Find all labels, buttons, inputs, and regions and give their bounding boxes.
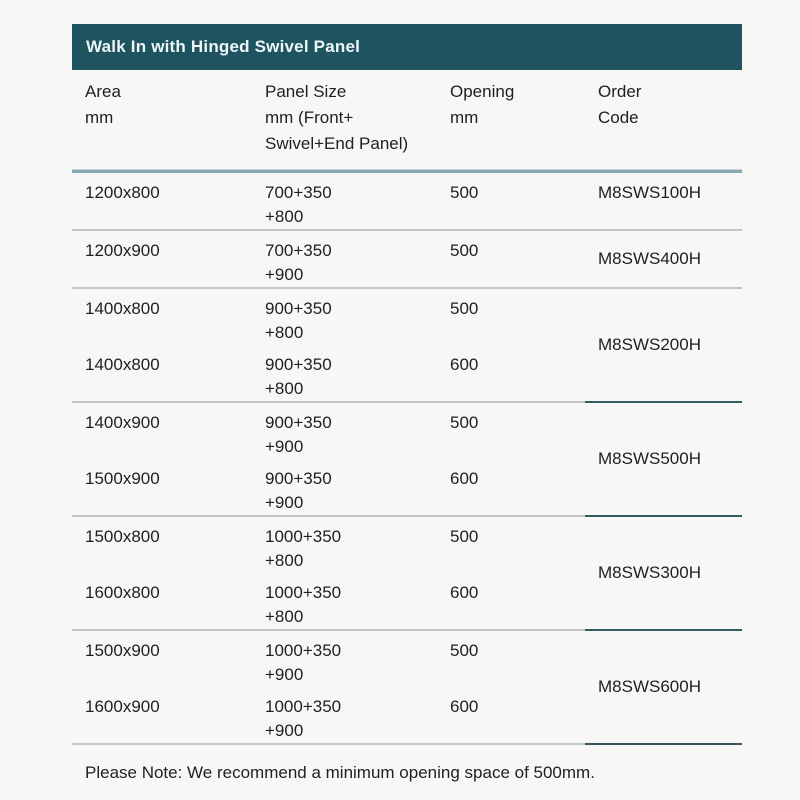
panel-size-line2: +800 <box>265 607 304 626</box>
order-code-cell: M8SWS600H <box>598 677 701 696</box>
area-cell: 1400x800 <box>85 299 160 318</box>
opening-cell: 600 <box>450 469 479 488</box>
row-separator <box>72 743 742 745</box>
opening-cell: 500 <box>450 641 479 660</box>
opening-cell: 600 <box>450 697 479 716</box>
separator-accent <box>585 401 742 403</box>
column-header-order-code: Order Code <box>598 82 642 127</box>
table-row-group: 1400x900 900+350 +900 500 1500x900 900+3… <box>72 403 742 517</box>
panel-size-cell: 700+350 +800 <box>265 173 450 229</box>
opening-cell: 500 <box>450 527 479 546</box>
panel-size-line1: 900+350 <box>265 413 332 432</box>
panel-size-line1: 700+350 <box>265 241 332 260</box>
order-code-cell: M8SWS500H <box>598 449 701 468</box>
area-cell: 1500x800 <box>85 527 160 546</box>
panel-size-line2: +900 <box>265 721 304 740</box>
area-cell: 1600x900 <box>85 697 160 716</box>
table-row-group: 1400x800 900+350 +800 500 1400x800 900+3… <box>72 289 742 403</box>
column-header-opening: Opening mm <box>450 82 515 127</box>
panel-size-line1: 1000+350 <box>265 641 342 660</box>
panel-size-line2: +900 <box>265 437 304 456</box>
area-cell: 1400x900 <box>85 413 160 432</box>
order-code-cell: M8SWS400H <box>598 249 701 268</box>
table-title-bar: Walk In with Hinged Swivel Panel <box>72 24 742 70</box>
area-cell: 1600x800 <box>85 583 160 602</box>
opening-cell: 500 <box>450 183 479 202</box>
panel-size-line2: +900 <box>265 665 304 684</box>
panel-size-cell: 900+350 +800 <box>265 289 450 345</box>
separator-accent <box>585 743 742 745</box>
order-code-cell: M8SWS100H <box>598 183 701 202</box>
opening-cell: 600 <box>450 583 479 602</box>
panel-size-cell: 900+350 +800 <box>265 345 450 401</box>
panel-size-line2: +800 <box>265 207 304 226</box>
panel-size-cell: 900+350 +900 <box>265 403 450 459</box>
area-cell: 1200x800 <box>85 183 160 202</box>
column-header-panel-size: Panel Size mm (Front+ Swivel+End Panel) <box>265 82 409 153</box>
panel-size-cell: 700+350 +900 <box>265 231 450 287</box>
panel-size-line2: +900 <box>265 265 304 284</box>
panel-size-line2: +800 <box>265 323 304 342</box>
area-cell: 1200x900 <box>85 241 160 260</box>
table-row-group: 1200x800 700+350 +800 500 M8SWS100H <box>72 173 742 231</box>
opening-cell: 500 <box>450 241 479 260</box>
table-title: Walk In with Hinged Swivel Panel <box>86 37 361 56</box>
panel-size-line1: 700+350 <box>265 183 332 202</box>
panel-size-cell: 1000+350 +800 <box>265 573 450 629</box>
panel-size-line1: 1000+350 <box>265 583 342 602</box>
panel-size-line2: +800 <box>265 379 304 398</box>
header-rule <box>72 169 742 173</box>
note-text: Please Note: We recommend a minimum open… <box>85 763 595 782</box>
row-separator <box>72 287 742 289</box>
area-cell: 1500x900 <box>85 641 160 660</box>
panel-size-cell: 1000+350 +800 <box>265 517 450 573</box>
panel-size-line2: +900 <box>265 493 304 512</box>
row-separator <box>72 515 742 517</box>
panel-size-line1: 900+350 <box>265 469 332 488</box>
panel-size-cell: 1000+350 +900 <box>265 687 450 743</box>
table-row-group: 1200x900 700+350 +900 500 M8SWS400H <box>72 231 742 289</box>
panel-size-cell: 900+350 +900 <box>265 459 450 515</box>
spec-table: Walk In with Hinged Swivel Panel Area mm… <box>72 24 742 784</box>
opening-cell: 500 <box>450 299 479 318</box>
panel-size-line2: +800 <box>265 551 304 570</box>
table-row-group: 1500x800 1000+350 +800 500 1600x800 1000… <box>72 517 742 631</box>
panel-size-cell: 1000+350 +900 <box>265 631 450 687</box>
column-header-area: Area mm <box>85 82 121 127</box>
panel-size-line1: 1000+350 <box>265 697 342 716</box>
area-cell: 1400x800 <box>85 355 160 374</box>
row-separator <box>72 629 742 631</box>
opening-cell: 500 <box>450 413 479 432</box>
panel-size-line1: 900+350 <box>265 299 332 318</box>
separator-accent <box>585 515 742 517</box>
opening-cell: 600 <box>450 355 479 374</box>
panel-size-line1: 900+350 <box>265 355 332 374</box>
order-code-cell: M8SWS300H <box>598 563 701 582</box>
row-separator <box>72 229 742 231</box>
area-cell: 1500x900 <box>85 469 160 488</box>
separator-accent <box>585 629 742 631</box>
table-row-group: 1500x900 1000+350 +900 500 1600x900 1000… <box>72 631 742 745</box>
panel-size-line1: 1000+350 <box>265 527 342 546</box>
row-separator <box>72 401 742 403</box>
column-header-row: Area mm Panel Size mm (Front+ Swivel+End… <box>72 70 742 157</box>
order-code-cell: M8SWS200H <box>598 335 701 354</box>
